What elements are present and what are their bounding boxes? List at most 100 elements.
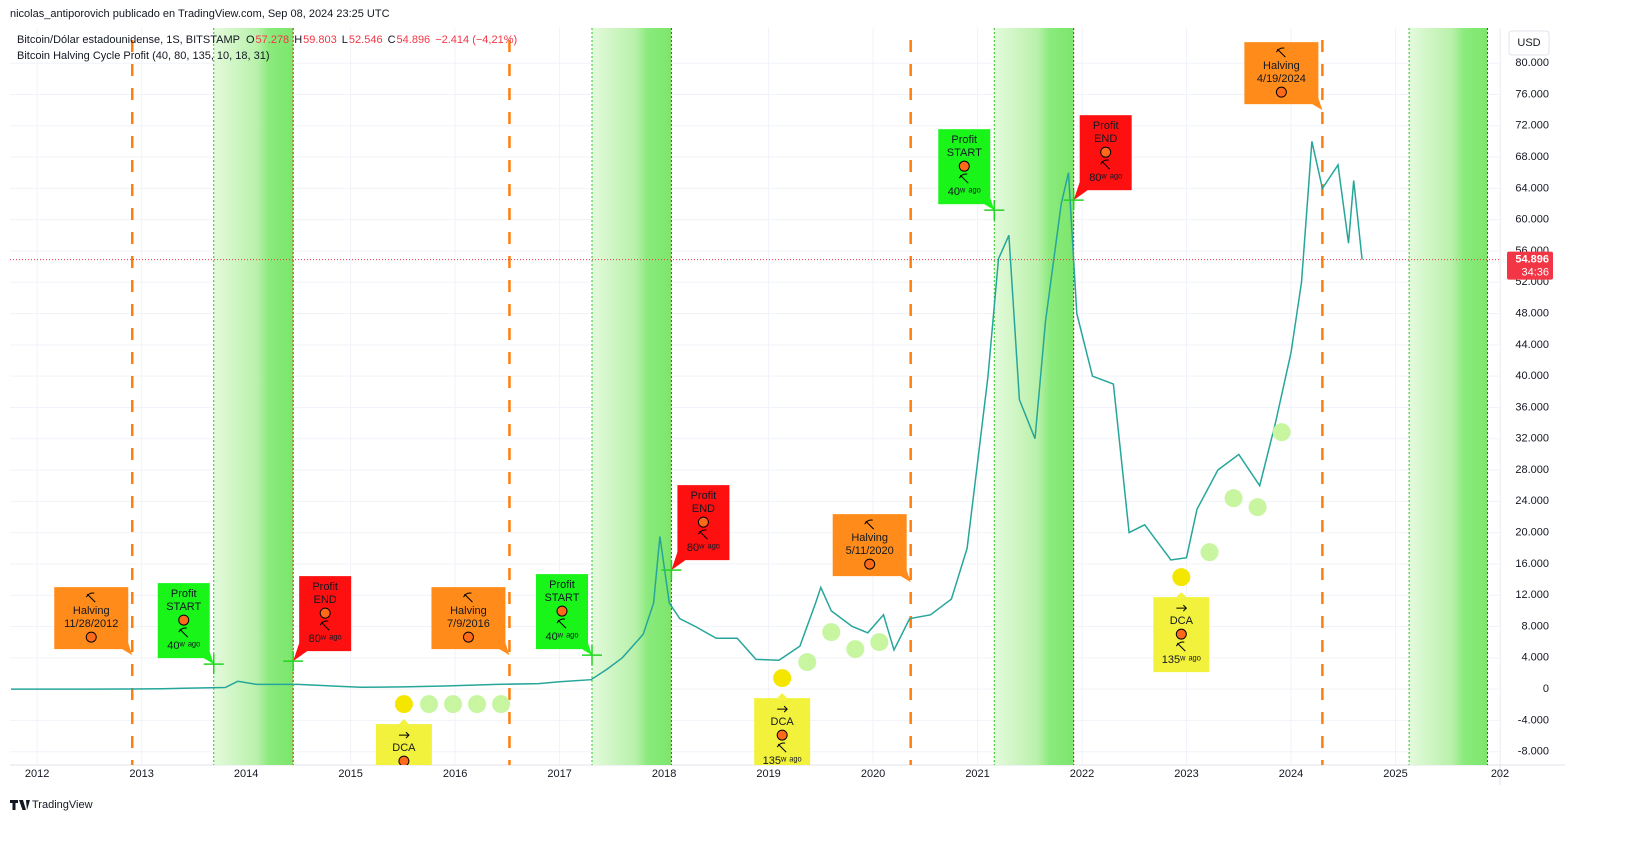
pointer: [122, 643, 133, 656]
y-tick-label: 60.000: [1515, 214, 1549, 226]
x-tick-label: 2024: [1279, 768, 1303, 780]
y-tick-label: 44.000: [1515, 339, 1549, 351]
last-price-box: [1507, 251, 1553, 280]
dca-signal: [1172, 568, 1191, 587]
annotation-note: 80ʷ ᵃᵍᵒ: [687, 542, 720, 554]
currency-box[interactable]: [1508, 30, 1550, 56]
icon-pick: [1175, 641, 1186, 652]
dca-dot: [468, 695, 487, 714]
annotation-text: DCA: [771, 716, 795, 728]
icon-circle: [776, 729, 788, 741]
dca-dot: [1200, 543, 1219, 562]
pointer: [1073, 182, 1088, 201]
icon-circle: [462, 631, 474, 643]
y-tick-label: 68.000: [1515, 151, 1549, 163]
currency[interactable]: USD: [1517, 37, 1540, 49]
dca-dot: [846, 640, 865, 659]
icon-pick: [1275, 47, 1286, 58]
annotation-text: 5/11/2020: [846, 545, 894, 557]
icon-circle: [319, 607, 331, 619]
icon-pick: [178, 627, 189, 638]
icon-circle: [556, 605, 568, 617]
dca-dot: [419, 695, 438, 714]
annotation-text: START: [947, 147, 982, 159]
ohlc-value: 54.896: [397, 34, 431, 46]
icon-arrow: [1176, 604, 1188, 612]
icon-circle: [178, 614, 190, 626]
annotation-note: 135ʷ ᵃᵍᵒ: [763, 755, 802, 767]
annotation-text: END: [692, 503, 715, 515]
plot: Halving11/28/2012Halving7/9/2016Halving5…: [10, 28, 1500, 793]
pointer: [581, 643, 592, 656]
annotation-note: 40ʷ ᵃᵍᵒ: [167, 640, 200, 652]
annotation-text: Halving: [1263, 60, 1300, 72]
y-tick-label: 16.000: [1515, 558, 1549, 570]
annotation-note: 40ʷ ᵃᵍᵒ: [546, 631, 579, 643]
y-tick-label: 20.000: [1515, 527, 1549, 539]
logo: [10, 800, 30, 810]
x-tick-label: 2023: [1174, 768, 1198, 780]
footer: TradingView: [32, 799, 93, 811]
icon-pick: [864, 519, 875, 530]
dca-dot: [492, 695, 511, 714]
x-tick-label: 2016: [443, 768, 467, 780]
icon-circle: [398, 755, 410, 765]
signal-cross: [581, 645, 602, 666]
pointer: [1312, 98, 1323, 111]
dca-signal: [773, 669, 792, 688]
indicator: Bitcoin Halving Cycle Profit (40, 80, 13…: [17, 50, 270, 62]
icon-pick: [697, 529, 708, 540]
annotation: DCA 135ʷ ᵃᵍᵒ: [375, 695, 432, 793]
ohlc-label: L: [342, 34, 348, 46]
ohlc-label: O: [246, 34, 255, 46]
dca-signal: [394, 695, 413, 714]
signal-cross: [203, 654, 224, 675]
icon-pick: [556, 618, 567, 629]
icon-pick: [463, 592, 473, 603]
y-tick-label: 24.000: [1515, 495, 1549, 507]
annotation-text: Halving: [851, 532, 888, 544]
pointer: [900, 570, 911, 583]
icon-arrow: [398, 731, 410, 739]
dca-dot: [1272, 423, 1291, 442]
pointer: [499, 643, 510, 656]
dca-dot: [870, 633, 889, 652]
byline: nicolas_antiporovich publicado en Tradin…: [10, 8, 390, 20]
x-tick-label: 2015: [338, 768, 362, 780]
annotation: DCA 135ʷ ᵃᵍᵒ: [754, 669, 811, 767]
annotation-text: Halving: [450, 605, 487, 617]
pointer: [203, 652, 214, 665]
annotation-text: 7/9/2016: [447, 618, 490, 630]
countdown: 34:36: [1521, 267, 1549, 279]
annotation-text: DCA: [1170, 615, 1194, 627]
annotation-text: START: [166, 601, 201, 613]
ohlc-label: C: [388, 34, 396, 46]
annotation-note: 40ʷ ᵃᵍᵒ: [948, 186, 981, 198]
x-tick-label: 2014: [234, 768, 258, 780]
pointer: [398, 719, 409, 725]
annotation-text: 11/28/2012: [64, 618, 118, 630]
x-tick-label: 2021: [965, 768, 989, 780]
profit-zone: [1409, 28, 1488, 765]
y-tick-label: 40.000: [1515, 370, 1549, 382]
annotation-note: 135ʷ ᵃᵍᵒ: [1162, 654, 1201, 666]
pointer: [671, 552, 686, 571]
annotation-note: 135ʷ ᵃᵍᵒ: [384, 781, 423, 793]
x-tick-label: 2012: [25, 768, 49, 780]
profit-zone: [213, 28, 294, 765]
annotation-text: DCA: [392, 742, 416, 754]
annotation-text: Halving: [73, 605, 110, 617]
y-tick-label: -4.000: [1518, 714, 1549, 726]
signal-cross: [661, 560, 682, 581]
icon-circle: [85, 631, 97, 643]
y-tick-label: 64.000: [1515, 182, 1549, 194]
icon-circle: [1275, 86, 1287, 98]
pointer: [1176, 592, 1187, 598]
annotation-text: Profit: [691, 490, 717, 502]
ohlc-value: 57.278: [256, 34, 290, 46]
last-price: 54.896: [1515, 254, 1549, 266]
